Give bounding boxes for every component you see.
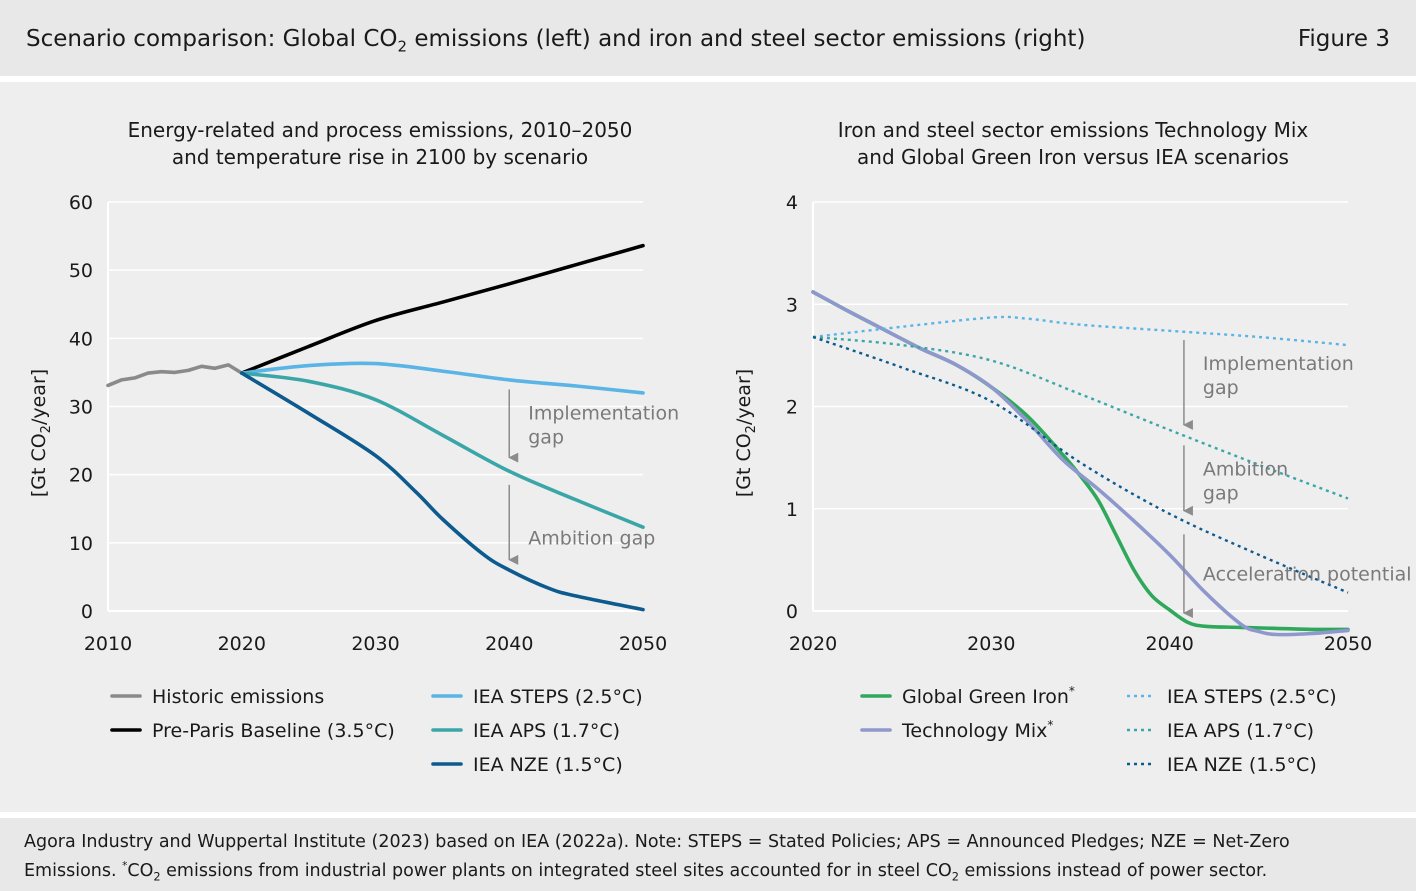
source-note: Agora Industry and Wuppertal Institute (… xyxy=(0,818,1416,891)
y-tick-label: 0 xyxy=(81,601,93,623)
footnote-star: * xyxy=(122,860,128,872)
legend-item: IEA APS (1.7°C) xyxy=(1127,720,1314,742)
legend-item: IEA STEPS (2.5°C) xyxy=(431,686,643,708)
legend-item: Global Green Iron* xyxy=(860,684,1075,708)
legend-label: IEA NZE (1.5°C) xyxy=(473,754,623,776)
source-sub-2: 2 xyxy=(951,869,959,884)
legend-item: Pre-Paris Baseline (3.5°C) xyxy=(110,720,395,742)
legend-label: IEA APS (1.7°C) xyxy=(473,720,620,742)
legend-item: Historic emissions xyxy=(110,686,324,708)
x-tick-label: 2050 xyxy=(619,633,667,655)
gap-annotation: Implementation xyxy=(528,402,679,424)
source-sub: 2 xyxy=(153,869,161,884)
gap-annotation: gap xyxy=(1203,377,1239,399)
x-tick-label: 2050 xyxy=(1324,633,1372,655)
legend-item: IEA APS (1.7°C) xyxy=(431,720,620,742)
y-tick-label: 3 xyxy=(786,294,798,316)
y-tick-label: 40 xyxy=(69,328,93,350)
x-tick-label: 2030 xyxy=(967,633,1015,655)
gap-annotation: Implementation xyxy=(1203,353,1354,375)
gap-annotation: Acceleration potential xyxy=(1203,564,1412,586)
gap-annotation: Ambition xyxy=(1203,458,1288,480)
title-subscript: 2 xyxy=(397,37,408,56)
y-tick-label: 2 xyxy=(786,397,798,419)
y-tick-label: 30 xyxy=(69,397,93,419)
chart-2: Iron and steel sector emissions Technolo… xyxy=(733,118,1412,776)
legend-label: IEA STEPS (2.5°C) xyxy=(1167,686,1337,708)
source-line-2-mid: emissions from industrial power plants o… xyxy=(160,860,952,881)
series-line-steps xyxy=(240,361,645,395)
x-tick-label: 2010 xyxy=(84,633,132,655)
title-text-post: emissions (left) and iron and steel sect… xyxy=(407,26,1086,52)
series-line-nze xyxy=(812,335,1349,594)
series-line-aps xyxy=(240,371,645,529)
legend-item: IEA NZE (1.5°C) xyxy=(431,754,623,776)
figure-number: Figure 3 xyxy=(1297,26,1390,52)
source-co: CO xyxy=(127,860,154,881)
legend-item: IEA STEPS (2.5°C) xyxy=(1127,686,1337,708)
source-line-2-post: emissions instead of power sector. xyxy=(958,860,1268,881)
y-axis-label: [Gt CO2/year] xyxy=(733,369,759,497)
gap-annotation: gap xyxy=(528,426,564,448)
chart-title-line: Iron and steel sector emissions Technolo… xyxy=(838,118,1309,142)
y-tick-label: 1 xyxy=(786,499,798,521)
legend-label: Global Green Iron* xyxy=(902,684,1075,708)
legend-item: IEA NZE (1.5°C) xyxy=(1127,754,1317,776)
x-tick-label: 2020 xyxy=(789,633,837,655)
y-tick-label: 10 xyxy=(69,533,93,555)
gap-annotation: Ambition gap xyxy=(528,527,655,549)
figure-header: Scenario comparison: Global CO2 emission… xyxy=(0,0,1416,76)
x-tick-label: 2020 xyxy=(218,633,266,655)
title-text-pre: Scenario comparison: Global CO xyxy=(26,26,398,52)
series-line-nze xyxy=(240,371,645,612)
charts-panel xyxy=(0,82,1416,812)
y-tick-label: 50 xyxy=(69,260,93,282)
legend-label: IEA APS (1.7°C) xyxy=(1167,720,1314,742)
chart-title-line: and temperature rise in 2100 by scenario xyxy=(172,145,588,169)
legend-label: IEA NZE (1.5°C) xyxy=(1167,754,1317,776)
gap-annotation: gap xyxy=(1203,482,1239,504)
source-line-1: Agora Industry and Wuppertal Institute (… xyxy=(24,832,1290,852)
legend-label: Pre-Paris Baseline (3.5°C) xyxy=(152,720,395,742)
figure-title: Scenario comparison: Global CO2 emission… xyxy=(26,26,1085,56)
y-axis-label: [Gt CO2/year] xyxy=(28,369,54,497)
legend-label: IEA STEPS (2.5°C) xyxy=(473,686,643,708)
y-tick-label: 4 xyxy=(786,192,798,214)
x-tick-label: 2040 xyxy=(485,633,533,655)
chart-1: Energy-related and process emissions, 20… xyxy=(28,118,679,776)
x-tick-label: 2040 xyxy=(1145,633,1193,655)
legend-item: Technology Mix* xyxy=(860,718,1053,742)
y-tick-label: 20 xyxy=(69,465,93,487)
series-line-baseline xyxy=(240,243,645,375)
y-tick-label: 60 xyxy=(69,192,93,214)
legend-label: Technology Mix* xyxy=(901,718,1053,742)
y-tick-label: 0 xyxy=(786,601,798,623)
series-line-steps xyxy=(812,315,1349,347)
chart-title-line: and Global Green Iron versus IEA scenari… xyxy=(857,145,1289,169)
series-line-historic xyxy=(106,363,244,388)
series-line-aps xyxy=(812,335,1349,500)
source-line-2-pre: Emissions. xyxy=(24,860,123,881)
legend-label: Historic emissions xyxy=(152,686,324,708)
series-line-tech_mix xyxy=(811,290,1350,637)
x-tick-label: 2030 xyxy=(351,633,399,655)
chart-title-line: Energy-related and process emissions, 20… xyxy=(128,118,633,142)
